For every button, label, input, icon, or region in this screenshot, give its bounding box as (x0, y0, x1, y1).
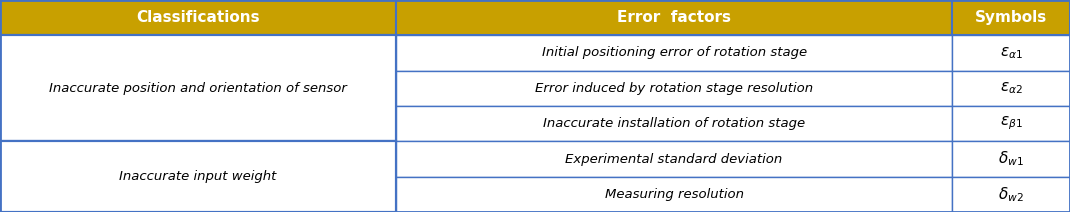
Bar (396, 106, 952, 141)
Text: Error induced by rotation stage resolution: Error induced by rotation stage resoluti… (535, 82, 813, 95)
Bar (0, 35, 396, 141)
Text: Inaccurate position and orientation of sensor: Inaccurate position and orientation of s… (49, 82, 347, 95)
Bar (396, 35, 952, 71)
Bar (0, 141, 396, 212)
Text: Classifications: Classifications (136, 10, 260, 25)
Text: Inaccurate input weight: Inaccurate input weight (119, 170, 277, 183)
Bar (396, 71, 952, 106)
Text: $\varepsilon_{\beta 1}$: $\varepsilon_{\beta 1}$ (999, 115, 1023, 132)
Bar (396, 0, 952, 35)
Bar (0, 35, 396, 141)
Bar (952, 35, 1070, 71)
Bar (952, 0, 1070, 35)
Bar (396, 177, 952, 212)
Text: $\delta_{w1}$: $\delta_{w1}$ (998, 150, 1024, 168)
Text: $\delta_{w2}$: $\delta_{w2}$ (998, 185, 1024, 204)
Text: $\varepsilon_{\alpha 1}$: $\varepsilon_{\alpha 1}$ (999, 45, 1023, 61)
Text: Error  factors: Error factors (617, 10, 731, 25)
Bar (396, 141, 952, 177)
Text: $\varepsilon_{\alpha 2}$: $\varepsilon_{\alpha 2}$ (999, 81, 1023, 96)
Bar (952, 106, 1070, 141)
Bar (0, 0, 396, 35)
Text: Inaccurate installation of rotation stage: Inaccurate installation of rotation stag… (544, 117, 805, 130)
Bar (952, 177, 1070, 212)
Text: Experimental standard deviation: Experimental standard deviation (565, 152, 783, 166)
Bar (952, 71, 1070, 106)
Text: Symbols: Symbols (975, 10, 1048, 25)
Text: Measuring resolution: Measuring resolution (605, 188, 744, 201)
Text: Initial positioning error of rotation stage: Initial positioning error of rotation st… (541, 46, 807, 60)
Bar (0, 141, 396, 212)
Bar (952, 141, 1070, 177)
